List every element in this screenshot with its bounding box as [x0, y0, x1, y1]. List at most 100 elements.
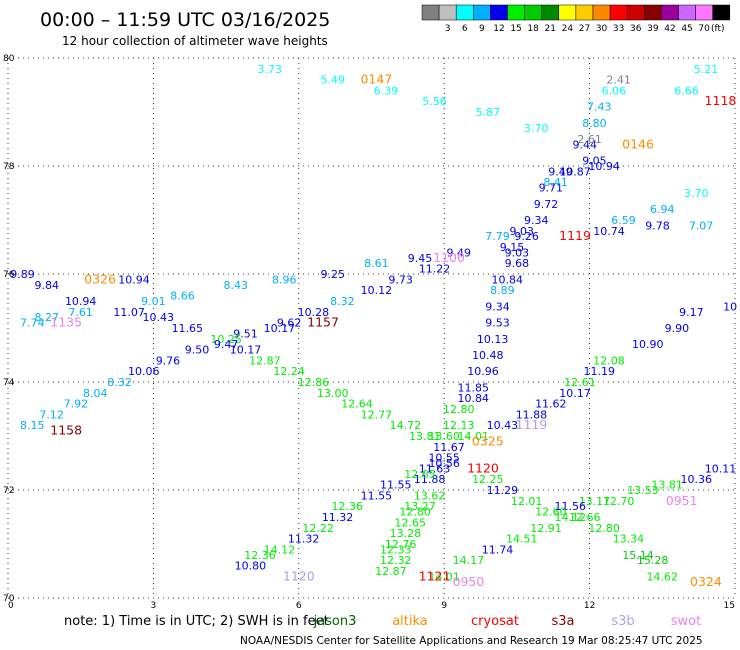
wave-height-label: 10.28 — [298, 306, 330, 319]
y-tick-label: 74 — [3, 378, 15, 388]
colorbar-label: 24 — [562, 24, 574, 34]
pass-time-label: 1119 — [559, 228, 591, 243]
wave-height-label: 12.80 — [588, 522, 620, 535]
colorbar-label: 33 — [613, 24, 624, 34]
satellite-legend-entry: s3b — [611, 614, 634, 629]
wave-height-label: 11.62 — [535, 398, 567, 411]
wave-height-label: 9.34 — [485, 300, 510, 313]
colorbar-swatch — [524, 4, 542, 21]
pass-time-label: 1120 — [467, 460, 499, 475]
wave-height-label: 12.33 — [380, 543, 412, 556]
wave-height-label: 7.12 — [39, 408, 64, 421]
pass-time-label: 1120 — [283, 568, 315, 583]
wave-height-label: 8.66 — [170, 290, 195, 303]
colorbar-label: 12 — [493, 24, 504, 34]
wave-height-label: 10.17 — [264, 322, 296, 335]
pass-time-label: 0951 — [666, 493, 698, 508]
wave-height-label: 14.01 — [428, 570, 460, 583]
wave-height-label: 10.80 — [235, 560, 267, 573]
pass-time-label: 1100 — [433, 250, 465, 265]
wave-height-label: 8.32 — [107, 376, 132, 389]
wave-height-label: 8.96 — [272, 273, 297, 286]
wave-height-label: 7.61 — [68, 306, 93, 319]
colorbar-swatch — [507, 4, 525, 21]
wave-height-label: 2.41 — [606, 74, 631, 87]
wave-height-label: 8.43 — [224, 279, 249, 292]
colorbar-swatch — [712, 4, 731, 21]
wave-height-label: 11.74 — [482, 543, 514, 556]
wave-height-label: 10.17 — [559, 387, 591, 400]
colorbar-swatch — [421, 4, 440, 21]
colorbar-legend: 3 6 9 12 15 18 21 24 27 30 33 36 39 42 45 70 (ft) — [421, 4, 731, 34]
wave-height-label: 3.70 — [524, 122, 549, 135]
wave-height-label: 8.41 — [543, 176, 568, 189]
wave-height-label: 10.94 — [588, 160, 620, 173]
colorbar-swatch — [575, 4, 594, 21]
wave-height-label: 10.90 — [632, 338, 664, 351]
pass-time-label: 0950 — [453, 574, 485, 589]
wave-height-label: 12.87 — [249, 354, 281, 367]
wave-height-label: 9.89 — [10, 268, 35, 281]
x-tick-label: 12 — [584, 601, 595, 611]
wave-height-label: 9.50 — [185, 344, 210, 357]
y-tick-label: 80 — [3, 54, 15, 64]
colorbar-swatch — [644, 4, 662, 21]
wave-height-label: 13.81 — [651, 479, 683, 492]
wave-height-label: 10.12 — [361, 284, 393, 297]
wave-height-label: 9.45 — [408, 252, 433, 265]
wave-height-label: 10.36 — [680, 473, 712, 486]
colorbar-swatch — [455, 4, 474, 21]
wave-height-label: 8.32 — [330, 295, 355, 308]
colorbar-swatch — [558, 4, 577, 21]
colorbar-label: 70 — [698, 24, 710, 34]
colorbar-label: 39 — [647, 24, 659, 34]
x-tick-label: 0 — [8, 601, 14, 611]
wave-height-label: 11.88 — [516, 408, 548, 421]
wave-height-label: 11.63 — [419, 462, 451, 475]
wave-height-label: 8.80 — [582, 117, 607, 130]
wave-height-label: 11.32 — [288, 533, 320, 546]
wave-height-label: 12.08 — [593, 354, 625, 367]
colorbar-label: 42 — [664, 24, 675, 34]
wave-height-label: 9.49 — [446, 246, 471, 259]
chart-credit: NOAA/NESDIS Center for Satellite Applica… — [240, 635, 703, 647]
wave-height-label: 9.03 — [509, 225, 534, 238]
colorbar-swatch — [592, 4, 611, 21]
wave-height-label: 14.12 — [264, 543, 296, 556]
wave-height-label: 14.72 — [390, 419, 422, 432]
wave-height-label: 10.84 — [491, 273, 523, 286]
wave-height-label: 14.51 — [506, 533, 538, 546]
wave-height-label: 13.81 — [409, 430, 441, 443]
wave-height-label: 8.04 — [83, 387, 108, 400]
colorbar-label: 9 — [479, 24, 485, 34]
wave-height-label: 9.26 — [514, 230, 539, 243]
wave-height-label: 9.72 — [534, 198, 559, 211]
wave-height-label: 12.66 — [569, 511, 601, 524]
chart-subtitle: 12 hour collection of altimeter wave hei… — [62, 34, 328, 48]
wave-height-label: 13.34 — [613, 533, 645, 546]
y-tick-label: 76 — [3, 270, 15, 280]
wave-height-label: 9.47 — [214, 338, 239, 351]
wave-height-label: 11.67 — [433, 441, 465, 454]
wave-height-label: 12.61 — [564, 376, 596, 389]
pass-time-label: 0147 — [360, 72, 392, 87]
satellite-legend-entry: s3a — [551, 614, 574, 629]
colorbar-label: 45 — [681, 24, 692, 34]
colorbar-label: 27 — [579, 24, 590, 34]
wave-height-label: 10.25 — [210, 333, 242, 346]
wave-height-label: 9.25 — [320, 268, 345, 281]
wave-height-label: 13.60 — [428, 430, 460, 443]
wave-height-label: 9.84 — [35, 279, 60, 292]
pass-time-label: 1121 — [419, 568, 451, 583]
wave-height-label: 12.13 — [443, 419, 475, 432]
wave-height-label: 2.61 — [577, 133, 602, 146]
wave-height-label: 11.29 — [487, 484, 519, 497]
wave-height-label: 7.92 — [64, 398, 89, 411]
wave-height-label: 11.22 — [419, 263, 451, 276]
wave-height-label: 12.25 — [472, 473, 504, 486]
colorbar-label: 3 — [445, 24, 451, 34]
wave-height-label: 14.17 — [453, 554, 485, 567]
x-tick-label: 6 — [296, 601, 302, 611]
pass-time-label: 0146 — [622, 136, 654, 151]
